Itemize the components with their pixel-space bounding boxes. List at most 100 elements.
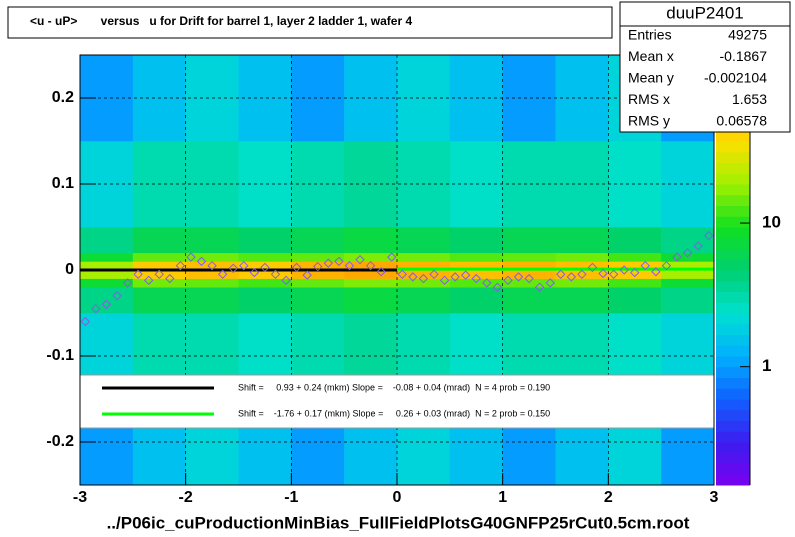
colorbar-cell: [716, 259, 750, 271]
profile-point: [524, 273, 534, 284]
colorbar-cell: [716, 323, 750, 335]
profile-point: [165, 273, 175, 284]
profile-point: [207, 260, 217, 271]
heatmap-cell: [291, 227, 345, 254]
colorbar-cell: [716, 141, 750, 153]
profile-point: [545, 278, 555, 288]
heatmap-cell: [80, 261, 134, 271]
x-tick-label: 3: [710, 489, 719, 506]
profile-point: [355, 254, 365, 265]
x-tick-label: 1: [498, 489, 507, 506]
colorbar-cell: [716, 194, 750, 206]
profile-point: [323, 258, 334, 268]
profile-point: [577, 269, 587, 280]
profile-point: [418, 273, 429, 284]
profile-point: [408, 272, 418, 282]
heatmap-cell: [185, 227, 239, 254]
heatmap-cell: [185, 287, 239, 314]
heatmap-cell: [555, 270, 609, 279]
profile-point: [249, 267, 260, 278]
colorbar-cell: [716, 248, 750, 260]
heatmap-cell: [238, 287, 292, 314]
heatmap-cell: [291, 252, 345, 262]
profile-point: [471, 273, 481, 284]
colorbar-cell: [716, 442, 750, 454]
heatmap-cell: [449, 252, 503, 262]
colorbar-cell: [716, 216, 750, 228]
profile-point: [270, 269, 281, 280]
colorbar-cell: [716, 409, 750, 421]
heatmap-cell: [344, 278, 398, 288]
x-tick-label: -3: [73, 489, 87, 506]
heatmap-cell: [555, 287, 609, 314]
colorbar-cell: [716, 452, 750, 464]
heatmap-cell: [185, 252, 239, 262]
heatmap-cell: [291, 278, 345, 288]
heatmap-cell: [555, 227, 609, 254]
profile-point: [313, 261, 323, 272]
profile-point: [186, 252, 196, 262]
profile-point: [661, 260, 672, 271]
profile-point: [503, 275, 513, 286]
heatmap-cell: [502, 227, 556, 254]
heatmap-cell: [132, 278, 186, 288]
heatmap-cell: [344, 261, 398, 271]
profile-point: [566, 272, 577, 282]
profile-point: [608, 269, 619, 280]
colorbar-cell: [716, 334, 750, 346]
heatmap-cell: [608, 270, 662, 279]
heatmap-cell: [502, 141, 556, 228]
heatmap-cell: [608, 287, 662, 314]
x-axis-label: ../P06ic_cuProductionMinBias_FullFieldPl…: [107, 513, 690, 532]
y-tick-label: -0.1: [46, 347, 74, 364]
profile-point: [587, 262, 598, 273]
heatmap-cell: [185, 270, 239, 279]
chart-title: <u - uP> versus u for Drift for barrel 1…: [30, 14, 412, 28]
stats-value: -0.002104: [704, 70, 767, 86]
heatmap-cell: [291, 270, 345, 279]
heatmap-cell: [661, 270, 715, 279]
heatmap-cell: [661, 287, 715, 314]
heatmap-cell: [132, 227, 186, 254]
colorbar-cell: [716, 270, 750, 282]
y-tick-label: 0: [65, 261, 74, 278]
profile-point: [122, 278, 133, 288]
profile-point: [387, 252, 397, 262]
heatmap-cell: [291, 55, 345, 142]
heatmap-cell: [80, 270, 134, 279]
profile-point: [80, 316, 90, 327]
heatmap-cell: [185, 261, 239, 271]
x-tick-label: -2: [179, 489, 193, 506]
profile-point: [492, 282, 503, 292]
profile-point: [154, 269, 164, 280]
colorbar-cell: [716, 205, 750, 217]
profile-point: [682, 248, 693, 258]
colorbar-cell: [716, 227, 750, 239]
colorbar-cell: [716, 237, 750, 249]
heatmap-cell: [502, 252, 556, 262]
plot-area: Shift = 0.93 + 0.24 (mkm) Slope = -0.08 …: [46, 54, 787, 506]
heatmap-cell: [344, 252, 398, 262]
profile-point: [334, 256, 344, 267]
colorbar-cell: [716, 173, 750, 185]
stats-frame: [619, 1, 791, 133]
colorbar-cell: [716, 431, 750, 443]
heatmap-cell: [344, 227, 398, 254]
heatmap-cell: [80, 227, 134, 254]
heatmap-cell: [238, 141, 292, 228]
x-tick-label: 2: [604, 489, 613, 506]
profile-point: [291, 262, 302, 273]
heatmap-cell: [238, 252, 292, 262]
heatmap-cell: [132, 270, 186, 279]
heatmap-cell: [502, 287, 556, 314]
heatmap-cell: [608, 261, 662, 271]
profile-point: [101, 299, 112, 310]
profile-point: [376, 267, 386, 277]
heatmap-cell: [344, 270, 398, 279]
heatmap-cell: [238, 227, 292, 254]
profile-point: [228, 263, 238, 273]
colorbar-cell: [716, 280, 750, 292]
colorbar-cell: [716, 345, 750, 357]
heatmap-cell: [555, 278, 609, 288]
